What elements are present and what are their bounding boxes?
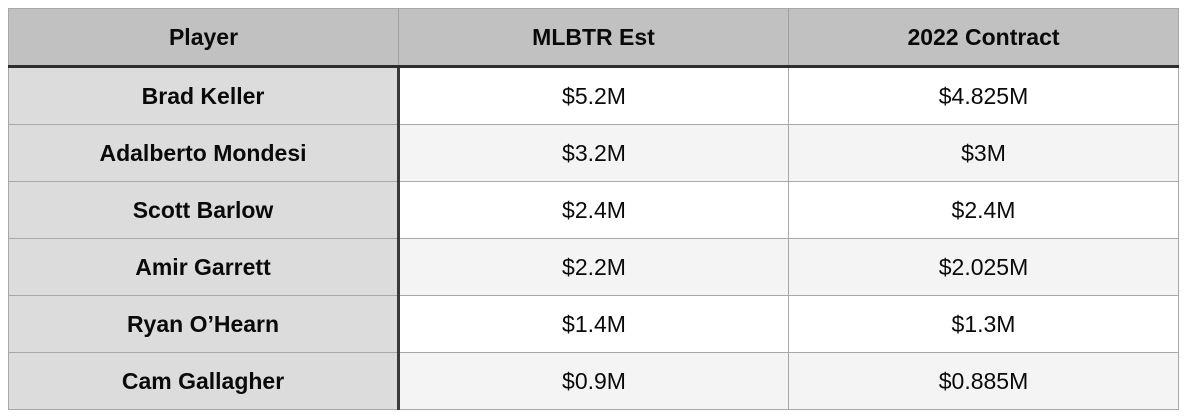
column-header-mlbtr-est: MLBTR Est <box>398 8 789 68</box>
mlbtr-est-cell: $0.9M <box>398 352 789 410</box>
player-name-cell: Brad Keller <box>8 66 400 125</box>
player-name-cell: Scott Barlow <box>8 181 400 239</box>
salary-table-container: Player MLBTR Est 2022 Contract Brad Kell… <box>8 8 1179 410</box>
table-row: Ryan O’Hearn $1.4M $1.3M <box>8 295 1179 353</box>
table-row: Brad Keller $5.2M $4.825M <box>8 66 1179 125</box>
mlbtr-est-cell: $1.4M <box>398 295 789 353</box>
player-name-cell: Ryan O’Hearn <box>8 295 400 353</box>
contract-2022-cell: $3M <box>788 124 1179 182</box>
contract-2022-cell: $4.825M <box>788 66 1179 125</box>
mlbtr-est-cell: $5.2M <box>398 66 789 125</box>
mlbtr-est-cell: $3.2M <box>398 124 789 182</box>
player-name-cell: Amir Garrett <box>8 238 400 296</box>
column-header-2022-contract: 2022 Contract <box>788 8 1179 68</box>
contract-2022-cell: $2.025M <box>788 238 1179 296</box>
column-header-player: Player <box>8 8 399 68</box>
salary-comparison-table: Player MLBTR Est 2022 Contract Brad Kell… <box>8 8 1179 410</box>
contract-2022-cell: $0.885M <box>788 352 1179 410</box>
player-name-cell: Cam Gallagher <box>8 352 400 410</box>
contract-2022-cell: $1.3M <box>788 295 1179 353</box>
table-header-row: Player MLBTR Est 2022 Contract <box>8 8 1179 68</box>
player-name-cell: Adalberto Mondesi <box>8 124 400 182</box>
contract-2022-cell: $2.4M <box>788 181 1179 239</box>
mlbtr-est-cell: $2.4M <box>398 181 789 239</box>
table-row: Adalberto Mondesi $3.2M $3M <box>8 124 1179 182</box>
table-row: Cam Gallagher $0.9M $0.885M <box>8 352 1179 410</box>
table-row: Scott Barlow $2.4M $2.4M <box>8 181 1179 239</box>
mlbtr-est-cell: $2.2M <box>398 238 789 296</box>
table-row: Amir Garrett $2.2M $2.025M <box>8 238 1179 296</box>
